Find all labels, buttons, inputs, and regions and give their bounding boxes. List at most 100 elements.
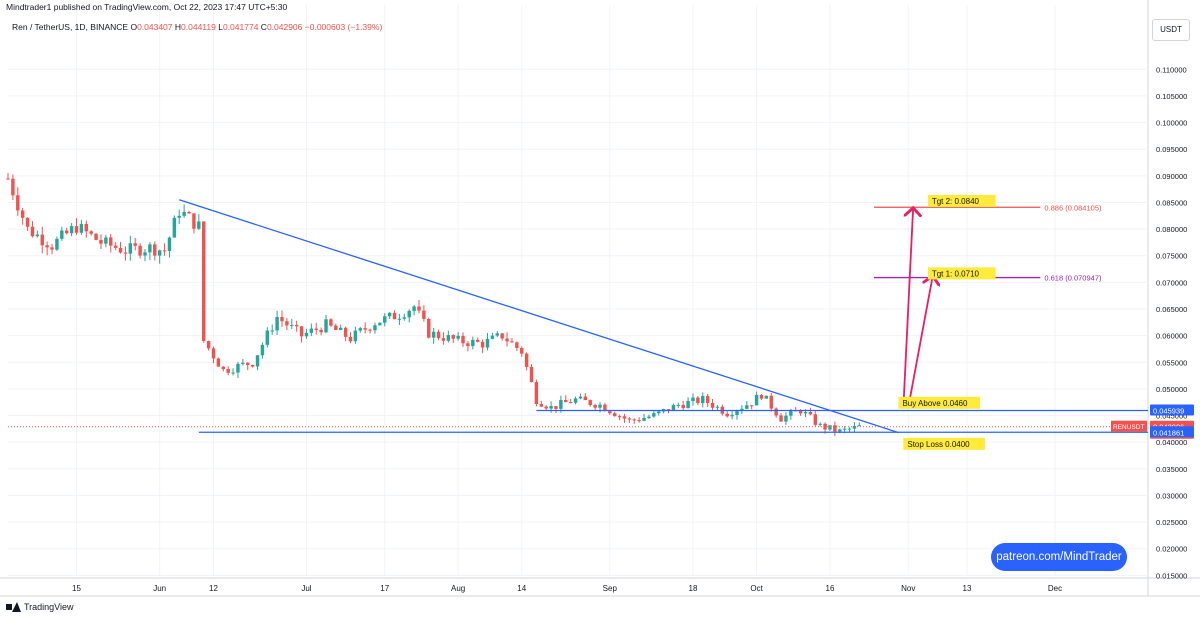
candle-body — [568, 402, 573, 404]
candle-body — [241, 362, 245, 364]
price-axis-badge — [1150, 426, 1194, 438]
price-axis-badge-text: 0.041861 — [1153, 428, 1184, 437]
candle-body — [309, 328, 314, 333]
candle-body — [206, 341, 211, 349]
candle-body — [40, 234, 44, 246]
candle-body — [715, 406, 720, 408]
currency-button[interactable]: USDT — [1152, 19, 1190, 41]
descending-trendline — [179, 199, 899, 434]
candle-body — [725, 413, 729, 417]
candle-body — [598, 404, 602, 408]
candle-body — [441, 338, 446, 341]
candle-body — [148, 244, 152, 253]
candle-body — [319, 329, 323, 333]
candle-body — [60, 230, 64, 239]
y-tick-label: 0.035000 — [1156, 465, 1187, 474]
tradingview-logo-icon — [6, 602, 21, 612]
close-value: 0.042906 — [266, 22, 303, 32]
candle-body — [573, 398, 578, 403]
open-value: 0.043407 — [137, 22, 173, 32]
y-tick-label: 0.090000 — [1156, 172, 1187, 181]
candle-body — [701, 395, 705, 404]
candle-body — [436, 331, 441, 339]
candle-body — [759, 394, 764, 399]
candle-body — [510, 341, 514, 343]
candle-body — [138, 245, 142, 256]
candle-body — [740, 408, 744, 411]
candle-body — [314, 328, 318, 330]
candle-body — [177, 215, 181, 218]
close-label: C — [260, 22, 267, 32]
candle-body — [397, 318, 402, 320]
candle-body — [216, 358, 221, 367]
x-tick-label: Dec — [1048, 584, 1062, 593]
candle-body — [828, 425, 832, 430]
candle-body — [705, 395, 710, 403]
change-value: −0.000603 (−1.39%) — [304, 22, 383, 32]
candle-body — [412, 306, 416, 311]
target-arrow — [902, 208, 913, 408]
symbol-name: Ren / TetherUS, 1D, BINANCE — [12, 22, 129, 32]
candle-body — [25, 217, 30, 227]
candle-body — [647, 416, 651, 418]
candle-body — [157, 250, 162, 256]
y-tick-label: 0.050000 — [1156, 385, 1187, 394]
candle-body — [407, 310, 411, 318]
fib-level-label: 0.886 (0.084105) — [1044, 203, 1102, 212]
candle-body — [554, 406, 558, 409]
trade-label: Stop Loss 0.0400 — [907, 440, 970, 449]
candle-body — [236, 363, 240, 373]
candle-body — [392, 312, 397, 320]
candle-body — [524, 353, 529, 367]
footer-brand[interactable]: TradingView — [6, 602, 74, 612]
symbol-legend[interactable]: Ren / TetherUS, 1D, BINANCE O0.043407 H0… — [12, 22, 382, 32]
candle-body — [671, 405, 676, 412]
candle-body — [637, 420, 641, 422]
candle-body — [187, 211, 191, 214]
y-tick-label: 0.095000 — [1156, 145, 1187, 154]
candle-body — [769, 395, 773, 409]
candle-body — [749, 405, 754, 407]
candle-body — [265, 330, 270, 345]
x-tick-label: 14 — [517, 584, 526, 593]
trade-label-bg — [903, 437, 985, 450]
candle-body — [113, 245, 118, 248]
candle-body — [515, 342, 519, 349]
candle-body — [143, 252, 147, 256]
candle-body — [608, 411, 612, 414]
candle-body — [118, 247, 123, 253]
candle-body — [475, 339, 480, 342]
target-label-bg — [927, 267, 996, 280]
candle-body — [250, 365, 255, 367]
y-tick-label: 0.030000 — [1156, 491, 1187, 500]
candle-body — [35, 234, 40, 237]
candle-body — [427, 318, 431, 338]
candle-body — [490, 335, 495, 339]
target-arrow — [907, 276, 932, 408]
candle-body — [764, 395, 769, 399]
patreon-watermark: patreon.com/MindTrader — [991, 543, 1127, 571]
candle-body — [373, 325, 377, 331]
candle-body — [231, 372, 235, 374]
ticker-badge-text: RENUSDT — [1113, 424, 1144, 431]
candle-body — [167, 237, 172, 252]
candle-body — [304, 332, 309, 337]
candle-body — [182, 211, 186, 216]
candle-body — [329, 319, 333, 326]
trade-label: Buy Above 0.0460 — [902, 399, 967, 408]
x-tick-label: Jul — [301, 584, 311, 593]
low-value: 0.041774 — [222, 22, 259, 32]
footer-brand-text: TradingView — [24, 602, 74, 612]
y-tick-label: 0.045000 — [1156, 412, 1187, 421]
target-label: Tgt 1: 0.0710 — [932, 269, 980, 278]
candle-body — [471, 339, 475, 347]
candle-body — [808, 412, 813, 415]
candle-body — [16, 195, 20, 211]
y-tick-label: 0.065000 — [1156, 305, 1187, 314]
y-tick-label: 0.070000 — [1156, 278, 1187, 287]
candle-body — [803, 412, 808, 414]
candle-body — [456, 335, 460, 339]
candle-body — [451, 335, 455, 339]
candle-body — [133, 243, 137, 246]
